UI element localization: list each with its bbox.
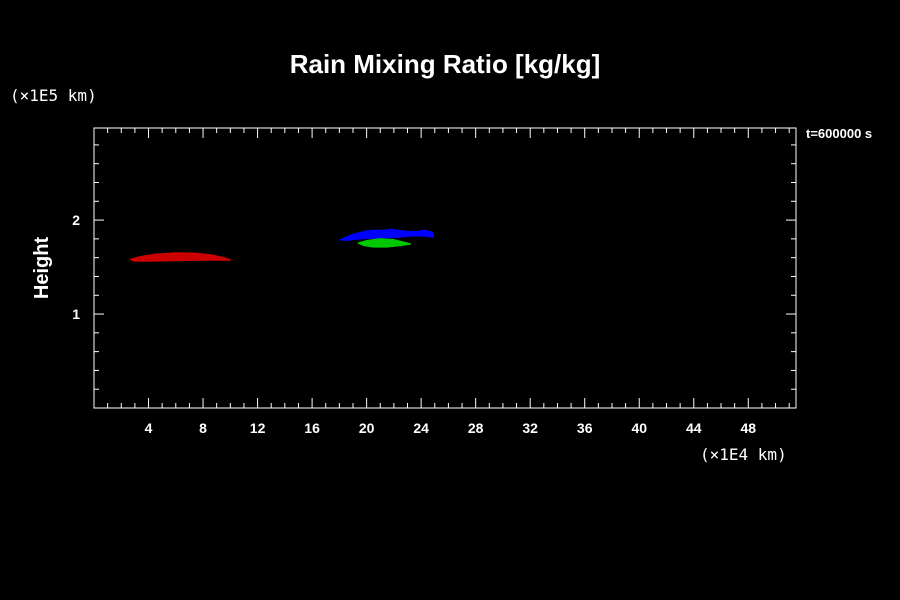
x-tick-label: 20 [359, 420, 375, 436]
y-axis-label: Height [31, 237, 53, 300]
contour-region-3 [357, 238, 411, 248]
contour-region-1 [130, 252, 232, 262]
x-tick-label: 32 [522, 420, 538, 436]
x-tick-label: 44 [686, 420, 702, 436]
contour-group [130, 228, 435, 262]
x-tick-label: 36 [577, 420, 593, 436]
contour-region-2 [339, 228, 435, 242]
x-tick-label: 28 [468, 420, 484, 436]
x-tick-label: 8 [199, 420, 207, 436]
x-tick-label: 4 [145, 420, 153, 436]
y-tick-label: 1 [72, 306, 80, 322]
x-unit-label: (×1E4 km) [700, 445, 787, 464]
x-tick-label: 40 [631, 420, 647, 436]
time-label: t=600000 s [806, 126, 872, 141]
x-tick-label: 24 [413, 420, 429, 436]
y-unit-label: (×1E5 km) [10, 86, 97, 105]
plot-frame [93, 127, 797, 409]
x-tick-label: 12 [250, 420, 266, 436]
x-tick-label: 48 [741, 420, 757, 436]
chart-title: Rain Mixing Ratio [kg/kg] [290, 49, 601, 79]
x-tick-label: 16 [304, 420, 320, 436]
y-tick-label: 2 [72, 212, 80, 228]
